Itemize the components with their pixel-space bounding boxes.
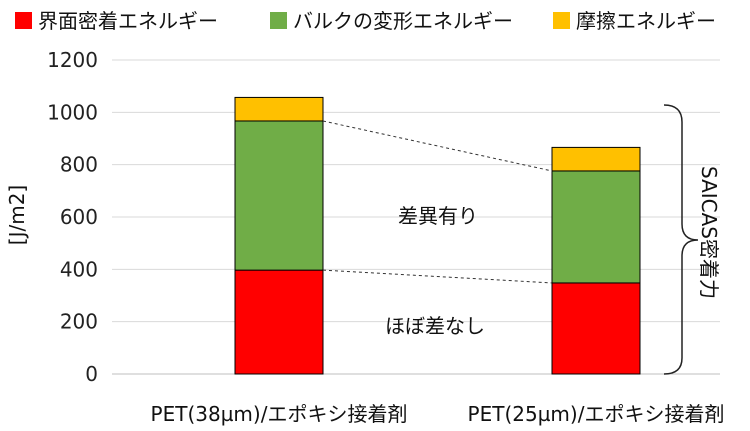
legend: 界面密着エネルギー バルクの変形エネルギー 摩擦エネルギー [15,9,716,33]
grid-layer [112,59,720,375]
y-tick-layer: 0 200 400 600 800 1000 1200 [47,48,98,386]
legend-label: 摩擦エネルギー [576,9,716,33]
annotation-no-difference: ほぼ差なし [385,314,485,338]
bracket-label: SAICAS密着力 [697,166,721,299]
legend-swatch [553,12,570,29]
connector-layer [322,120,553,284]
legend-label: 界面密着エネルギー [38,9,218,33]
connector-line [322,120,553,172]
y-tick-label: 800 [60,153,98,177]
y-tick-label: 400 [60,257,98,281]
y-tick-label: 0 [85,362,98,386]
legend-label: バルクの変形エネルギー [293,9,513,33]
y-tick-label: 1200 [47,48,98,72]
category-label-layer: PET(38µm)/エポキシ接着剤 PET(25µm)/エポキシ接着剤 [151,402,725,426]
connector-line [322,269,553,284]
bar-segment [551,146,641,172]
legend-swatch [270,12,287,29]
category-label: PET(25µm)/エポキシ接着剤 [468,402,725,426]
bar-layer [234,96,641,375]
y-tick-label: 600 [60,205,98,229]
category-label: PET(38µm)/エポキシ接着剤 [151,402,408,426]
bar-segment [234,269,324,375]
y-tick-label: 1000 [47,100,98,124]
bar-segment [551,282,641,375]
annotation-difference: 差異有り [398,204,478,228]
y-tick-label: 200 [60,310,98,334]
bracket [663,104,699,375]
bar-segment [234,120,324,271]
bar-segment [234,96,324,122]
legend-swatch [15,12,32,29]
y-axis-label: [J/m2] [5,185,29,245]
bar-segment [551,170,641,284]
